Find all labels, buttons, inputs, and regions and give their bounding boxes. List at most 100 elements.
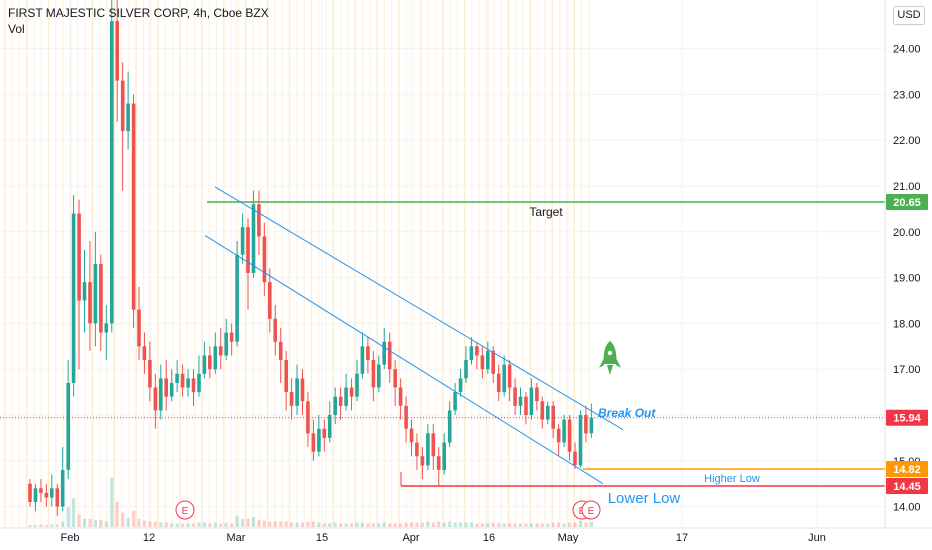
candle-body[interactable]: [589, 417, 594, 434]
candle-body[interactable]: [311, 433, 316, 452]
channel-lower-line[interactable]: [204, 235, 604, 485]
candle-body[interactable]: [246, 227, 250, 273]
candle-body[interactable]: [377, 364, 381, 388]
earnings-marker-1[interactable]: E: [175, 500, 195, 520]
candle-body[interactable]: [60, 470, 65, 507]
candle-body[interactable]: [409, 428, 414, 443]
candle-body[interactable]: [426, 433, 430, 466]
candle-body[interactable]: [44, 492, 49, 498]
candle-body[interactable]: [327, 415, 332, 438]
candle-body[interactable]: [268, 282, 272, 319]
candle-body[interactable]: [496, 373, 501, 393]
candle-body[interactable]: [584, 415, 588, 434]
candle-body[interactable]: [82, 282, 87, 301]
candle-body[interactable]: [142, 346, 147, 360]
candle-body[interactable]: [131, 103, 136, 310]
candle-body[interactable]: [55, 488, 60, 507]
candle-body[interactable]: [338, 396, 343, 406]
candle-body[interactable]: [115, 21, 119, 81]
candle-body[interactable]: [420, 456, 425, 466]
candle-body[interactable]: [262, 236, 267, 283]
candle-body[interactable]: [491, 350, 495, 374]
candle-body[interactable]: [159, 378, 163, 411]
candle-body[interactable]: [126, 103, 130, 132]
candle-body[interactable]: [567, 419, 572, 452]
candle-body[interactable]: [475, 346, 479, 356]
candle-body[interactable]: [295, 378, 299, 406]
candle-body[interactable]: [289, 392, 294, 406]
candle-body[interactable]: [202, 355, 207, 374]
candle-body[interactable]: [486, 350, 490, 370]
candle-body[interactable]: [93, 263, 98, 324]
candle-body[interactable]: [513, 387, 517, 406]
candle-body[interactable]: [469, 346, 474, 360]
currency-button[interactable]: USD: [893, 6, 925, 25]
candle-body[interactable]: [333, 396, 337, 415]
candle-body[interactable]: [317, 428, 321, 452]
candle-body[interactable]: [137, 309, 141, 347]
candle-body[interactable]: [175, 373, 179, 383]
candle-body[interactable]: [458, 378, 463, 393]
volume-indicator-label[interactable]: Vol: [8, 22, 25, 36]
candle-body[interactable]: [50, 488, 54, 498]
symbol-title[interactable]: FIRST MAJESTIC SILVER CORP, 4h, Cboe BZX: [8, 6, 269, 20]
candle-body[interactable]: [447, 410, 452, 443]
candle-body[interactable]: [77, 213, 81, 301]
candle-body[interactable]: [387, 341, 392, 370]
candle-body[interactable]: [39, 488, 43, 493]
candle-body[interactable]: [208, 355, 212, 370]
candle-body[interactable]: [355, 373, 359, 397]
candle-body[interactable]: [169, 382, 174, 397]
candle-body[interactable]: [164, 378, 168, 397]
candle-body[interactable]: [197, 373, 201, 393]
candle-body[interactable]: [578, 415, 583, 466]
candle-body[interactable]: [71, 213, 76, 384]
candle-body[interactable]: [453, 392, 457, 411]
candle-body[interactable]: [104, 323, 109, 333]
candle-body[interactable]: [349, 387, 354, 397]
candle-body[interactable]: [551, 405, 555, 429]
candle-body[interactable]: [251, 204, 256, 273]
candle-body[interactable]: [546, 405, 550, 420]
candle-body[interactable]: [99, 263, 103, 333]
candle-body[interactable]: [382, 341, 386, 365]
candle-body[interactable]: [213, 346, 218, 370]
candle-body[interactable]: [88, 282, 92, 324]
candle-body[interactable]: [28, 483, 32, 502]
candle-body[interactable]: [436, 456, 441, 470]
candle-body[interactable]: [442, 442, 446, 471]
candle-body[interactable]: [235, 254, 239, 342]
candle-body[interactable]: [284, 360, 288, 393]
candlesticks[interactable]: [28, 0, 594, 516]
candle-body[interactable]: [393, 369, 397, 388]
candle-body[interactable]: [191, 378, 196, 393]
candle-body[interactable]: [218, 346, 223, 356]
candle-body[interactable]: [480, 355, 485, 370]
candle-body[interactable]: [180, 373, 185, 388]
candle-body[interactable]: [224, 332, 228, 356]
time-axis[interactable]: Feb 12 Mar 15 Apr 16 May 17 Jun: [61, 532, 826, 544]
candle-body[interactable]: [366, 346, 370, 360]
candle-body[interactable]: [273, 318, 277, 342]
candle-body[interactable]: [404, 405, 408, 429]
candle-body[interactable]: [257, 204, 261, 237]
candle-body[interactable]: [562, 419, 566, 443]
candle-body[interactable]: [344, 387, 348, 406]
candle-body[interactable]: [398, 387, 403, 406]
candle-body[interactable]: [535, 387, 539, 402]
candle-body[interactable]: [186, 378, 190, 388]
candle-body[interactable]: [322, 428, 327, 438]
candle-body[interactable]: [148, 360, 152, 388]
candle-body[interactable]: [33, 488, 38, 502]
candle-body[interactable]: [556, 428, 561, 443]
channel-upper-line[interactable]: [214, 186, 624, 431]
candle-body[interactable]: [300, 378, 305, 402]
candle-body[interactable]: [66, 382, 70, 470]
candle-body[interactable]: [240, 227, 245, 255]
candle-body[interactable]: [431, 433, 436, 457]
candle-body[interactable]: [502, 364, 506, 393]
candle-body[interactable]: [306, 401, 310, 434]
candle-body[interactable]: [540, 401, 545, 420]
